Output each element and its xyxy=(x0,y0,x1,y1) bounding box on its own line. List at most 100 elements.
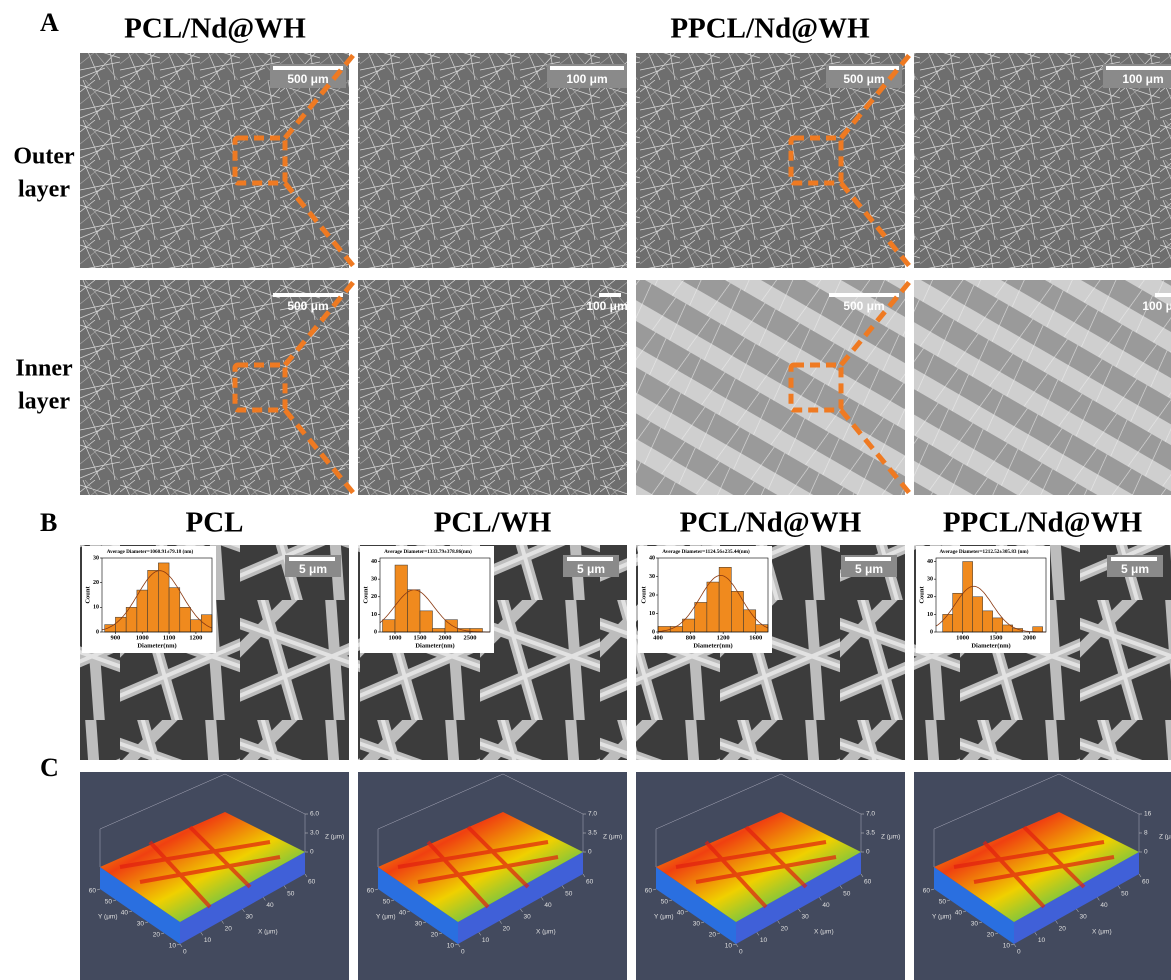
y-tick-label: 10 xyxy=(725,943,733,950)
column-title: PPCL/Nd@WH xyxy=(670,13,870,45)
y-axis-label: Count xyxy=(640,585,647,603)
x-tick-label: 40 xyxy=(266,902,274,909)
x-tick-label: 50 xyxy=(1121,890,1129,897)
bar xyxy=(973,597,983,632)
bar xyxy=(420,611,433,632)
y-tick-label: 10 xyxy=(1003,943,1011,950)
bar xyxy=(1033,627,1043,632)
column-title: PCL xyxy=(186,507,244,539)
row-label: Inner xyxy=(15,356,73,382)
y-tick-label: 40 xyxy=(399,910,407,917)
scale-bar xyxy=(1106,66,1171,70)
x-tick-label: 2000 xyxy=(1023,634,1036,641)
y-tick-label: 40 xyxy=(927,559,933,565)
x-tick-label: 1000 xyxy=(389,634,402,641)
scale-bar-label: 500 μm xyxy=(843,72,884,86)
panel-label: C xyxy=(40,753,59,782)
y-tick-label: 40 xyxy=(955,910,963,917)
x-tick-label: 1200 xyxy=(717,634,730,641)
z-axis-label: Z (μm) xyxy=(1159,834,1171,841)
y-tick-label: 30 xyxy=(93,555,99,561)
scale-bar xyxy=(567,557,613,561)
y-tick-label: 20 xyxy=(371,594,377,600)
scale-bar-label: 5 μm xyxy=(1121,562,1149,576)
z-tick-label: 7.0 xyxy=(866,811,875,818)
bar xyxy=(383,620,396,632)
scale-bar-label: 100 μm xyxy=(586,299,627,313)
x-tick-label: 50 xyxy=(565,890,573,897)
annotation: Average Diameter=1333.79±378.86(nm) xyxy=(384,548,472,555)
y-tick-label: 50 xyxy=(661,899,669,906)
y-tick-label: 40 xyxy=(121,910,129,917)
bar xyxy=(953,593,963,632)
x-axis-label: Diameter(nm) xyxy=(415,642,454,649)
y-tick-label: 30 xyxy=(649,574,655,580)
bar xyxy=(963,562,973,632)
x-tick-label: 20 xyxy=(781,925,789,932)
z-axis-label: Z (μm) xyxy=(603,834,622,841)
x-tick-label: 60 xyxy=(1142,879,1150,886)
x-tick-label: 10 xyxy=(1038,937,1046,944)
z-tick-label: 0 xyxy=(588,849,592,856)
y-tick-label: 30 xyxy=(927,577,933,583)
x-tick-label: 30 xyxy=(246,914,254,921)
y-tick-label: 0 xyxy=(652,629,655,635)
z-tick-label: 7.0 xyxy=(588,811,597,818)
bar xyxy=(756,625,768,632)
x-axis-label: Diameter(nm) xyxy=(971,642,1010,649)
z-tick-label: 3.0 xyxy=(310,830,319,837)
x-tick-label: 10 xyxy=(760,937,768,944)
y-axis-label: Count xyxy=(918,585,925,603)
bar xyxy=(983,611,993,632)
bar xyxy=(201,615,212,632)
y-tick-label: 10 xyxy=(93,605,99,611)
x-tick-label: 10 xyxy=(482,937,490,944)
column-title: PCL/Nd@WH xyxy=(124,13,306,45)
bar xyxy=(408,590,421,632)
column-title: PCL/Nd@WH xyxy=(680,507,862,539)
z-tick-label: 0 xyxy=(866,849,870,856)
y-tick-label: 20 xyxy=(927,594,933,600)
y-tick-label: 60 xyxy=(923,888,931,895)
bar xyxy=(148,570,159,632)
x-axis-label: X (μm) xyxy=(1092,929,1112,936)
x-tick-label: 40 xyxy=(822,902,830,909)
y-tick-label: 60 xyxy=(645,888,653,895)
x-axis-label: X (μm) xyxy=(536,929,556,936)
column-title: PCL/WH xyxy=(434,507,552,539)
y-tick-label: 50 xyxy=(105,899,113,906)
scale-bar xyxy=(289,557,335,561)
y-axis-label: Y (μm) xyxy=(932,914,952,921)
x-tick-label: 10 xyxy=(204,937,212,944)
x-tick-label: 1500 xyxy=(990,634,1003,641)
x-tick-label: 0 xyxy=(1017,949,1021,956)
scale-bar-label: 5 μm xyxy=(855,562,883,576)
bar xyxy=(744,610,756,632)
z-tick-label: 16 xyxy=(1144,811,1152,818)
y-tick-label: 20 xyxy=(153,932,161,939)
bar xyxy=(433,628,446,632)
bar xyxy=(993,618,1003,632)
x-axis-label: X (μm) xyxy=(258,929,278,936)
y-tick-label: 0 xyxy=(96,629,99,635)
x-tick-label: 2500 xyxy=(464,634,477,641)
y-tick-label: 20 xyxy=(987,932,995,939)
y-tick-label: 20 xyxy=(709,932,717,939)
z-tick-label: 0 xyxy=(310,849,314,856)
x-tick-label: 0 xyxy=(183,949,187,956)
z-tick-label: 3.5 xyxy=(588,830,597,837)
annotation: Average Diameter=1060.91±79.18 (nm) xyxy=(107,548,194,555)
z-tick-label: 6.0 xyxy=(310,811,319,818)
page: {"panel_a": {"label": "A", "row_labels":… xyxy=(0,0,1171,980)
bar xyxy=(670,626,682,632)
x-tick-label: 1000 xyxy=(136,634,149,641)
y-tick-label: 40 xyxy=(649,555,655,561)
y-tick-label: 30 xyxy=(371,577,377,583)
panel-label: B xyxy=(40,508,57,537)
x-tick-label: 1100 xyxy=(163,634,176,641)
scale-bar-label: 500 μm xyxy=(287,299,328,313)
z-tick-label: 8 xyxy=(1144,830,1148,837)
y-tick-label: 20 xyxy=(431,932,439,939)
y-tick-label: 30 xyxy=(415,921,423,928)
scale-bar xyxy=(1155,293,1171,297)
